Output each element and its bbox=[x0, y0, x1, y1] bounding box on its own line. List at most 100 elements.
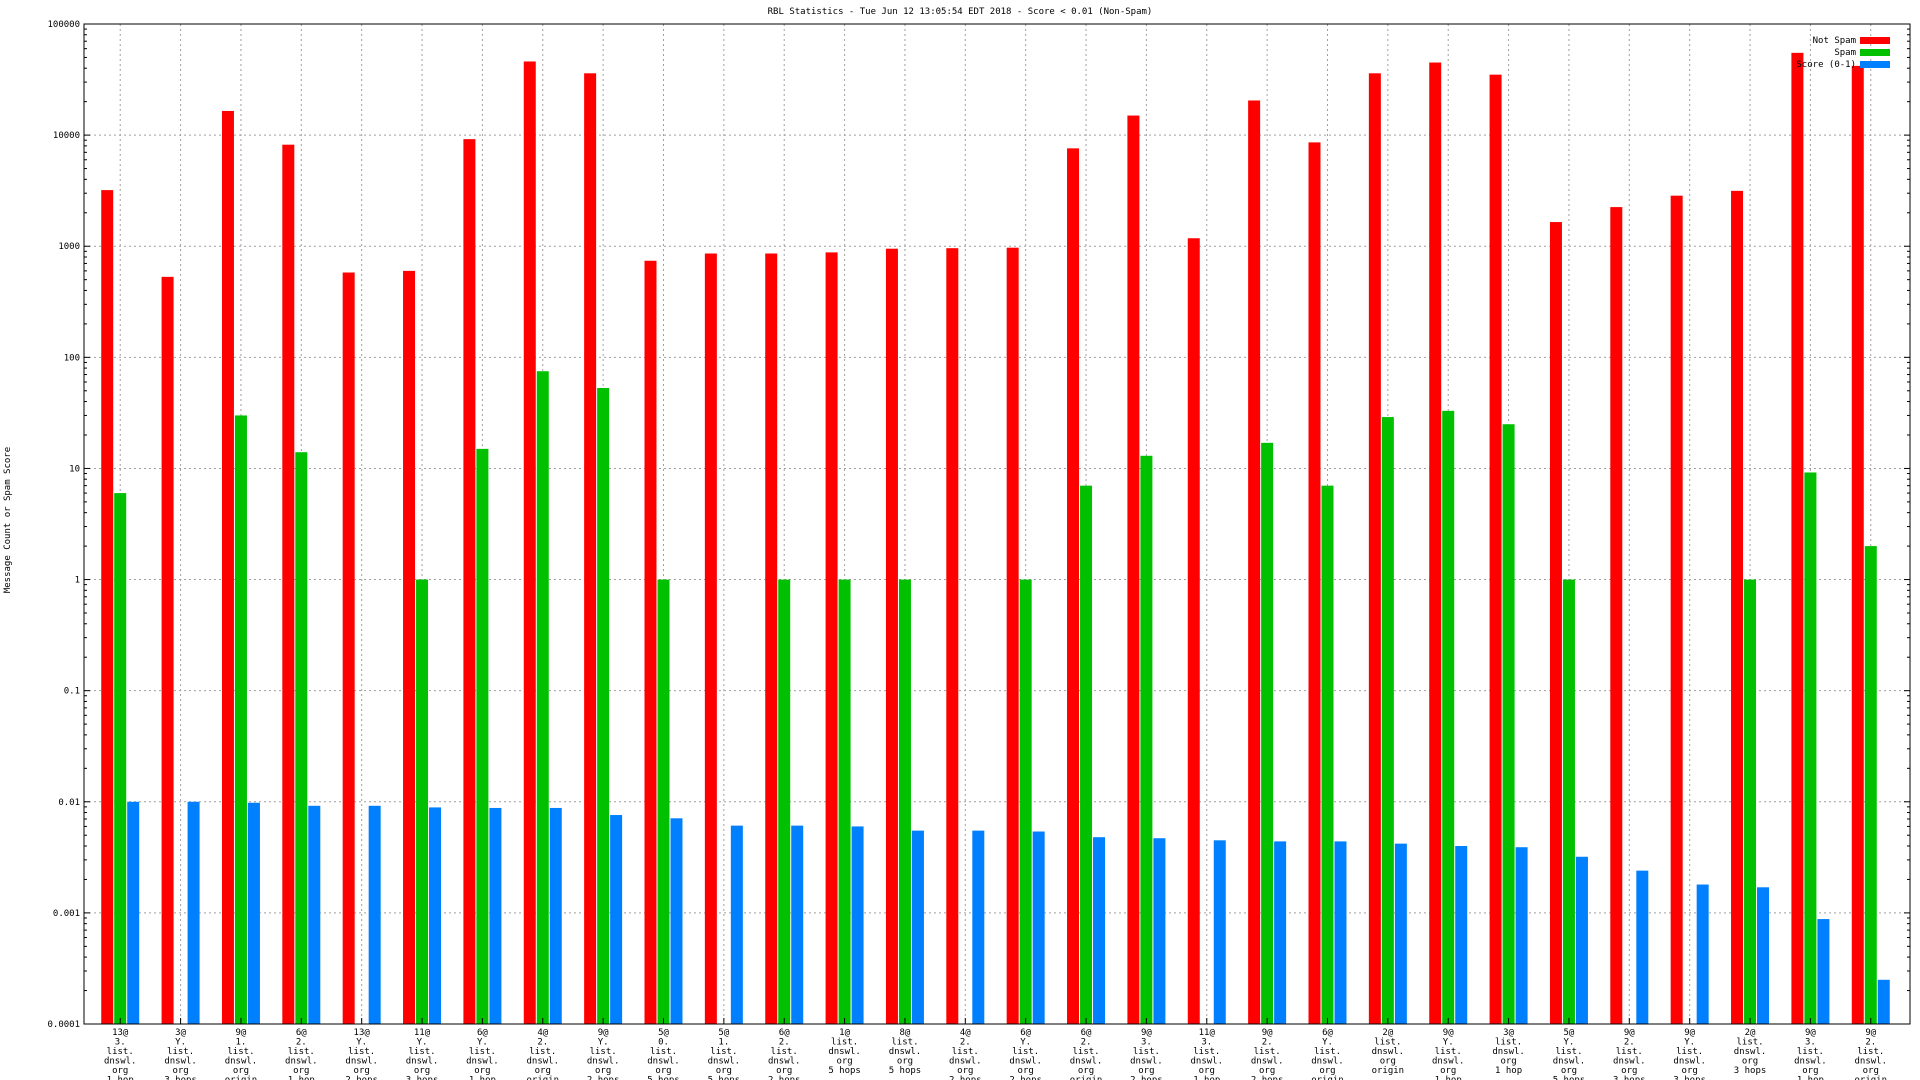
x-tick-label: 2. bbox=[779, 1038, 790, 1048]
bar-spam bbox=[476, 448, 489, 1024]
plot-frame bbox=[83, 23, 1911, 1025]
x-tick-label: org bbox=[1018, 1066, 1034, 1076]
bar-spam bbox=[1442, 410, 1455, 1024]
bar-score-0-1 bbox=[1696, 884, 1709, 1024]
y-tick-label: 0.001 bbox=[53, 909, 80, 919]
bar-spam bbox=[1140, 455, 1153, 1024]
x-tick-label: Y. bbox=[1322, 1038, 1333, 1048]
legend-label: Spam bbox=[1834, 48, 1856, 58]
legend-swatch bbox=[1860, 61, 1890, 68]
y-tick-label: 0.0001 bbox=[47, 1020, 80, 1030]
bar-not-spam bbox=[1610, 207, 1623, 1025]
x-tick-label: org bbox=[1259, 1066, 1275, 1076]
x-tick-label: dnswl. bbox=[225, 1057, 258, 1067]
x-tick-label: 8@ bbox=[900, 1028, 911, 1038]
x-tick-label: 0. bbox=[658, 1038, 669, 1048]
x-tick-label: 3 hops bbox=[1734, 1066, 1767, 1076]
x-tick-label: 3 hops bbox=[406, 1076, 439, 1080]
x-tick-label: org bbox=[1319, 1066, 1335, 1076]
bar-score-0-1 bbox=[1757, 887, 1770, 1024]
x-tick-label: list. bbox=[891, 1038, 918, 1048]
bar-score-0-1 bbox=[489, 807, 502, 1024]
y-tick-label: 0.01 bbox=[58, 798, 80, 808]
x-tick-label: dnswl. bbox=[345, 1057, 378, 1067]
bar-score-0-1 bbox=[1274, 841, 1287, 1024]
x-tick-label: Y. bbox=[175, 1038, 186, 1048]
x-tick-label: 11@ bbox=[414, 1028, 431, 1038]
bar-spam bbox=[838, 579, 851, 1024]
bar-score-0-1 bbox=[730, 825, 743, 1024]
x-tick-label: list. bbox=[1374, 1038, 1401, 1048]
x-tick-label: dnswl. bbox=[1191, 1057, 1224, 1067]
x-tick-label: 2. bbox=[1865, 1038, 1876, 1048]
x-tick-label: list. bbox=[529, 1047, 556, 1057]
x-tick-label: 1 hop bbox=[1495, 1066, 1522, 1076]
x-tick-label: org bbox=[112, 1066, 128, 1076]
x-tick-label: list. bbox=[469, 1047, 496, 1057]
x-tick-label: dnswl. bbox=[1613, 1057, 1646, 1067]
x-tick-label: list. bbox=[1495, 1038, 1522, 1048]
x-tick-label: list. bbox=[167, 1047, 194, 1057]
x-tick-label: org bbox=[293, 1066, 309, 1076]
x-tick-label: dnswl. bbox=[1009, 1057, 1042, 1067]
bar-spam bbox=[1804, 472, 1817, 1024]
x-tick-label: 3@ bbox=[1503, 1028, 1514, 1038]
x-tick-label: dnswl. bbox=[828, 1047, 861, 1057]
chart-title: RBL Statistics - Tue Jun 12 13:05:54 EDT… bbox=[768, 7, 1153, 17]
x-tick-label: Y. bbox=[1684, 1038, 1695, 1048]
x-tick-label: Y. bbox=[477, 1038, 488, 1048]
x-tick-label: 2 hops bbox=[1009, 1076, 1042, 1080]
x-tick-label: 5@ bbox=[1564, 1028, 1575, 1038]
bar-not-spam bbox=[1187, 238, 1200, 1024]
bar-score-0-1 bbox=[1575, 856, 1588, 1024]
bar-not-spam bbox=[584, 73, 597, 1024]
y-tick-label: 10 bbox=[69, 464, 80, 474]
bar-not-spam bbox=[765, 253, 778, 1024]
y-tick-label: 1 bbox=[75, 576, 80, 586]
x-tick-label: org bbox=[1802, 1066, 1818, 1076]
x-tick-label: org bbox=[1078, 1066, 1094, 1076]
x-tick-label: dnswl. bbox=[1372, 1047, 1405, 1057]
x-tick-label: 3. bbox=[1201, 1038, 1212, 1048]
x-tick-label: org bbox=[836, 1057, 852, 1067]
x-tick-label: org bbox=[172, 1066, 188, 1076]
bar-spam bbox=[657, 579, 670, 1024]
x-tick-label: list. bbox=[107, 1047, 134, 1057]
bar-not-spam bbox=[885, 248, 898, 1024]
x-tick-label: list. bbox=[1797, 1047, 1824, 1057]
bar-not-spam bbox=[161, 276, 174, 1024]
x-tick-label: 6@ bbox=[1081, 1028, 1092, 1038]
x-tick-label: 2. bbox=[1624, 1038, 1635, 1048]
bar-not-spam bbox=[1851, 65, 1864, 1024]
bar-spam bbox=[1381, 417, 1394, 1024]
x-tick-label: dnswl. bbox=[164, 1057, 197, 1067]
bar-not-spam bbox=[1006, 247, 1019, 1025]
x-tick-label: dnswl. bbox=[768, 1057, 801, 1067]
bar-score-0-1 bbox=[368, 805, 381, 1024]
x-tick-label: 11@ bbox=[1199, 1028, 1216, 1038]
x-tick-label: list. bbox=[650, 1047, 677, 1057]
bar-not-spam bbox=[644, 260, 657, 1024]
x-tick-label: 2 hops bbox=[1251, 1076, 1284, 1080]
x-tick-label: Y. bbox=[356, 1038, 367, 1048]
x-tick-label: 9@ bbox=[1865, 1028, 1876, 1038]
x-tick-label: 5 hops bbox=[647, 1076, 680, 1080]
bar-not-spam bbox=[825, 252, 838, 1024]
bar-spam bbox=[1261, 442, 1274, 1025]
bar-score-0-1 bbox=[791, 825, 804, 1024]
x-tick-label: 2 hops bbox=[587, 1076, 620, 1080]
bar-score-0-1 bbox=[1032, 831, 1045, 1024]
x-tick-label: dnswl. bbox=[527, 1057, 560, 1067]
x-tick-label: dnswl. bbox=[1734, 1047, 1767, 1057]
bar-score-0-1 bbox=[549, 807, 562, 1024]
x-tick-label: 9@ bbox=[236, 1028, 247, 1038]
x-tick-label: dnswl. bbox=[1311, 1057, 1344, 1067]
bar-score-0-1 bbox=[308, 805, 321, 1024]
x-tick-label: org bbox=[1440, 1066, 1456, 1076]
x-tick-label: 1@ bbox=[839, 1028, 850, 1038]
bar-score-0-1 bbox=[851, 826, 864, 1024]
x-tick-label: 6@ bbox=[296, 1028, 307, 1038]
x-tick-label: 5 hops bbox=[889, 1066, 922, 1076]
bar-score-0-1 bbox=[1334, 841, 1347, 1024]
x-tick-label: dnswl. bbox=[1553, 1057, 1586, 1067]
